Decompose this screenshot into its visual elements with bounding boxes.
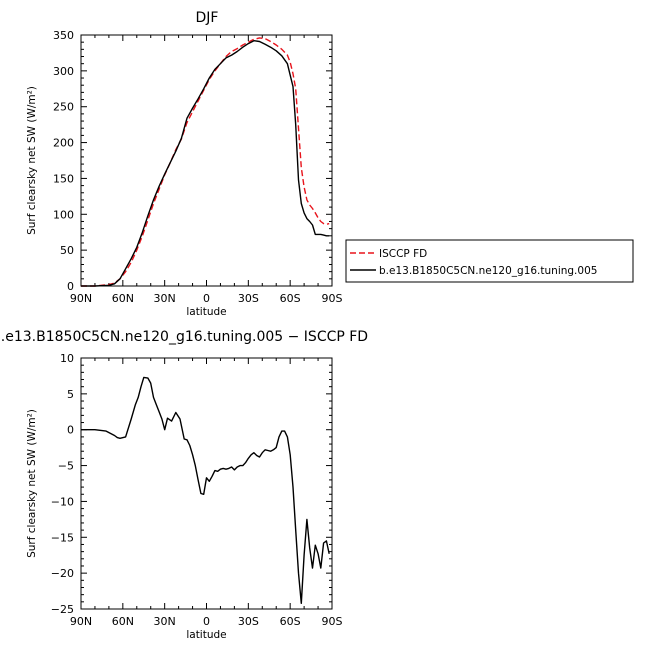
y-tick-label: 50 <box>60 244 74 257</box>
y-tick-label: 0 <box>67 280 74 293</box>
y-tick-label: 250 <box>53 101 74 114</box>
series-line-0 <box>81 37 330 287</box>
y-tick-label: −20 <box>51 567 74 580</box>
legend-label: b.e13.B1850C5CN.ne120_g16.tuning.005 <box>379 265 597 277</box>
y-axis-title: Surf clearsky net SW (W/m²) <box>26 86 38 235</box>
x-tick-label: 60S <box>280 292 301 305</box>
y-tick-label: −15 <box>51 531 74 544</box>
x-axis-title: latitude <box>186 306 226 318</box>
y-tick-label: −5 <box>58 460 74 473</box>
y-tick-label: 300 <box>53 65 74 78</box>
y-tick-label: 200 <box>53 137 74 150</box>
series-line-0 <box>81 376 330 604</box>
x-tick-label: 0 <box>203 292 210 305</box>
x-tick-label: 30N <box>154 615 176 628</box>
x-tick-label: 90S <box>322 615 343 628</box>
series-line-1 <box>81 40 330 287</box>
y-tick-label: 0 <box>67 424 74 437</box>
x-axis-title: latitude <box>186 629 226 641</box>
y-tick-label: −10 <box>51 495 74 508</box>
y-tick-label: 100 <box>53 208 74 221</box>
chart-top: 90N 60N 30N 0 30S 60S 90S 0 50 100 150 200 250 300 350… <box>26 10 343 318</box>
legend-box <box>345 239 634 283</box>
x-tick-label: 90S <box>322 292 343 305</box>
y-tick-label: 5 <box>67 388 74 401</box>
x-tick-label: 60N <box>112 615 134 628</box>
chart-title: b.e13.B1850C5CN.ne120_g16.tuning.005 − I… <box>0 329 368 345</box>
x-tick-label: 0 <box>203 615 210 628</box>
y-axis-title: Surf clearsky net SW (W/m²) <box>26 409 38 558</box>
y-tick-label: 10 <box>60 352 74 365</box>
legend-label: ISCCP FD <box>379 248 427 260</box>
y-tick-label: 350 <box>53 29 74 42</box>
x-tick-label: 60N <box>112 292 134 305</box>
x-tick-label: 90N <box>70 292 92 305</box>
x-tick-label: 60S <box>280 615 301 628</box>
plot-frame <box>80 34 333 287</box>
x-tick-label: 90N <box>70 615 92 628</box>
plot-frame <box>80 357 333 610</box>
x-tick-label: 30S <box>238 615 259 628</box>
chart-bottom: 90N 60N 30N 0 30S 60S 90S −25 −20 −15 −10 −5 0 5 10 lat… <box>0 329 368 641</box>
x-tick-label: 30S <box>238 292 259 305</box>
legend: ISCCP FD b.e13.B1850C5CN.ne120_g16.tuning… <box>345 239 634 283</box>
y-tick-label: 150 <box>53 172 74 185</box>
y-tick-label: −25 <box>51 603 74 616</box>
x-tick-label: 30N <box>154 292 176 305</box>
chart-title: DJF <box>196 10 219 26</box>
